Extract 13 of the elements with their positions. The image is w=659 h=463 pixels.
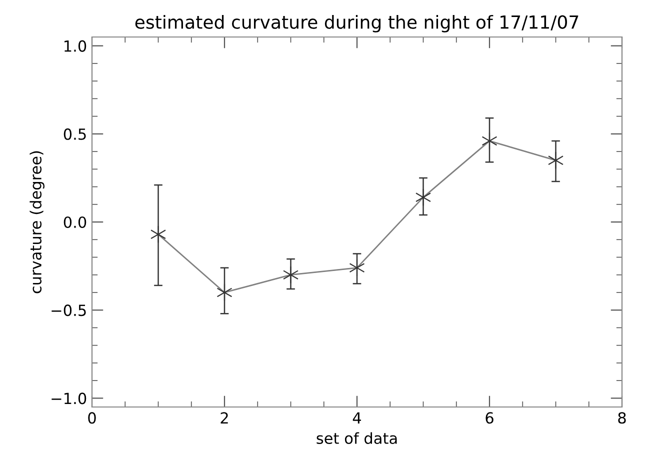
- y-tick-label: 1.0: [64, 40, 86, 52]
- y-tick-label: −0.5: [52, 304, 86, 316]
- x-tick-label: 4: [352, 412, 362, 424]
- x-tick-label: 2: [220, 412, 228, 424]
- chart-title: estimated curvature during the night of 17/11/07: [135, 14, 578, 32]
- y-tick-label: 0.5: [64, 128, 86, 140]
- y-axis-title: curvature (degree): [30, 151, 44, 294]
- x-tick-label: 6: [486, 412, 494, 424]
- x-tick-label: 0: [88, 412, 96, 424]
- x-axis-title: set of data: [316, 432, 397, 444]
- y-tick-label: 0.0: [64, 216, 86, 228]
- y-tick-label: −1.0: [52, 392, 86, 404]
- x-tick-label: 8: [618, 412, 626, 424]
